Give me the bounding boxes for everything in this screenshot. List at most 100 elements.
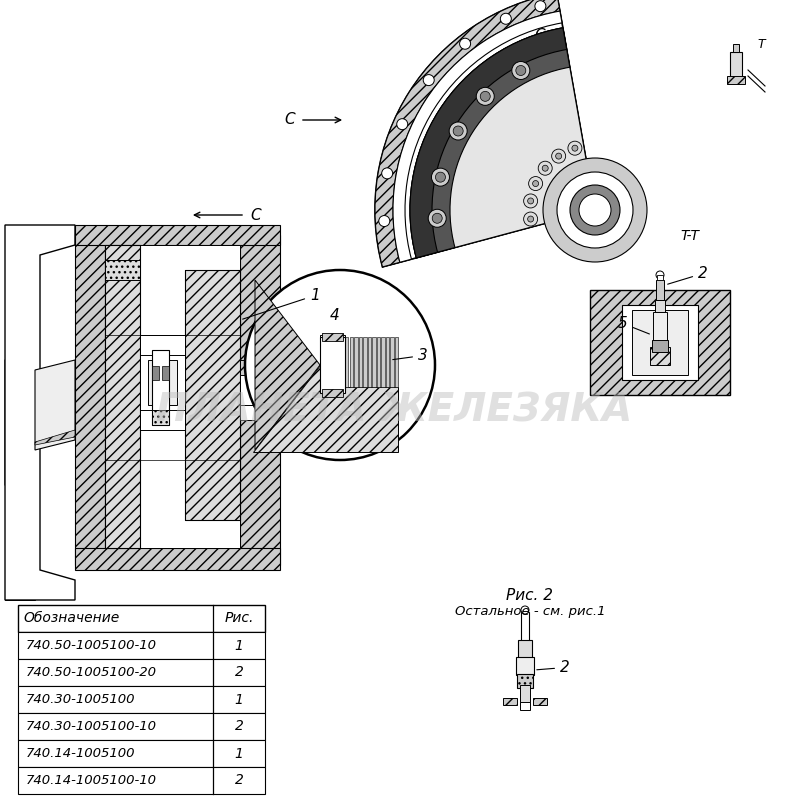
Wedge shape xyxy=(410,28,570,258)
Bar xyxy=(363,337,366,387)
Text: 1: 1 xyxy=(235,638,243,653)
Circle shape xyxy=(529,177,543,190)
Wedge shape xyxy=(393,11,562,262)
Polygon shape xyxy=(590,290,730,395)
Circle shape xyxy=(453,126,463,136)
Circle shape xyxy=(512,62,530,79)
Polygon shape xyxy=(75,225,280,245)
Circle shape xyxy=(480,91,490,102)
Text: 2: 2 xyxy=(235,666,243,679)
Text: 1: 1 xyxy=(235,746,243,761)
Circle shape xyxy=(379,215,390,226)
Text: Остальное - см. рис.1: Остальное - см. рис.1 xyxy=(455,606,605,618)
Circle shape xyxy=(542,166,548,171)
Polygon shape xyxy=(5,235,35,600)
Wedge shape xyxy=(410,28,595,258)
Circle shape xyxy=(528,216,533,222)
Bar xyxy=(345,337,348,387)
Bar xyxy=(240,375,280,405)
Circle shape xyxy=(521,606,529,614)
Circle shape xyxy=(432,168,449,186)
Text: C: C xyxy=(250,207,261,222)
Text: 2: 2 xyxy=(235,774,243,787)
Text: 1: 1 xyxy=(243,288,320,319)
Circle shape xyxy=(381,168,392,179)
Bar xyxy=(391,337,394,387)
Polygon shape xyxy=(105,260,140,280)
Bar xyxy=(656,280,664,300)
Bar xyxy=(381,337,385,387)
Bar xyxy=(657,275,663,280)
Bar xyxy=(140,335,185,430)
Polygon shape xyxy=(5,225,75,600)
Wedge shape xyxy=(375,0,560,267)
Bar xyxy=(152,366,159,380)
Text: T: T xyxy=(462,100,470,114)
Text: C: C xyxy=(535,28,545,43)
Circle shape xyxy=(449,122,467,140)
Text: 5: 5 xyxy=(618,316,649,334)
Bar xyxy=(163,360,177,405)
Polygon shape xyxy=(75,548,280,570)
Text: 3: 3 xyxy=(392,348,428,363)
Bar xyxy=(152,350,169,425)
Text: 740.14-1005100: 740.14-1005100 xyxy=(26,747,136,760)
Circle shape xyxy=(557,172,633,248)
Circle shape xyxy=(428,210,446,227)
Circle shape xyxy=(538,162,552,175)
Polygon shape xyxy=(253,365,398,452)
Text: 2: 2 xyxy=(667,266,708,284)
Polygon shape xyxy=(105,245,140,548)
Text: 1: 1 xyxy=(235,693,243,706)
Circle shape xyxy=(568,141,582,155)
Circle shape xyxy=(579,194,611,226)
Circle shape xyxy=(570,185,620,235)
Bar xyxy=(622,305,698,380)
Text: 740.50-1005100-10: 740.50-1005100-10 xyxy=(26,639,157,652)
Circle shape xyxy=(556,153,562,159)
Bar xyxy=(152,410,169,425)
Bar xyxy=(386,337,389,387)
Bar xyxy=(18,686,265,713)
Bar xyxy=(18,659,265,686)
Bar xyxy=(521,612,529,642)
Text: 740.50-1005100-20: 740.50-1005100-20 xyxy=(26,666,157,679)
Bar xyxy=(105,245,240,548)
Bar xyxy=(240,405,280,420)
Wedge shape xyxy=(410,28,567,258)
Polygon shape xyxy=(255,280,320,450)
Circle shape xyxy=(476,87,494,106)
Bar xyxy=(359,337,362,387)
Polygon shape xyxy=(185,270,240,520)
Circle shape xyxy=(396,118,407,130)
Circle shape xyxy=(552,149,566,163)
Bar xyxy=(322,389,343,397)
Text: 2: 2 xyxy=(235,719,243,734)
Circle shape xyxy=(656,271,664,279)
Bar xyxy=(727,76,745,84)
Bar xyxy=(18,605,265,632)
Text: 740.30-1005100-10: 740.30-1005100-10 xyxy=(26,720,157,733)
Circle shape xyxy=(459,38,470,50)
Bar xyxy=(655,300,665,312)
Bar xyxy=(372,337,376,387)
Circle shape xyxy=(432,214,442,223)
Bar xyxy=(320,337,345,393)
Text: 4: 4 xyxy=(330,308,340,323)
Bar xyxy=(377,337,381,387)
Circle shape xyxy=(543,158,647,262)
Bar xyxy=(322,333,343,341)
Bar xyxy=(733,44,739,52)
Polygon shape xyxy=(240,235,280,565)
Text: C: C xyxy=(284,113,295,127)
Bar xyxy=(395,337,399,387)
Bar xyxy=(354,337,358,387)
Circle shape xyxy=(533,181,539,186)
Polygon shape xyxy=(75,235,105,565)
Bar xyxy=(368,337,371,387)
Polygon shape xyxy=(320,335,345,405)
Polygon shape xyxy=(35,430,75,445)
Bar xyxy=(350,337,353,387)
Text: Рис. 2: Рис. 2 xyxy=(507,587,553,602)
Circle shape xyxy=(535,1,546,12)
